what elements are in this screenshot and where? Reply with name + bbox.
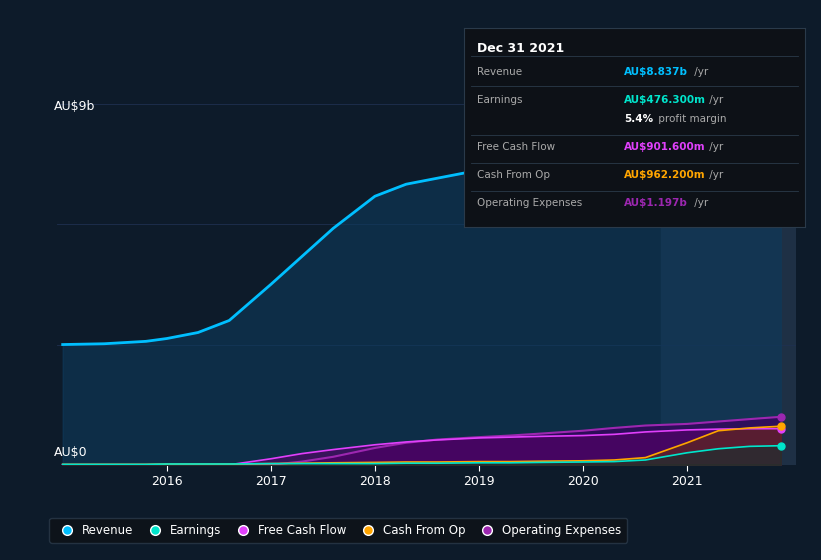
Text: /yr: /yr — [706, 142, 723, 152]
Text: /yr: /yr — [691, 198, 709, 208]
Text: Cash From Op: Cash From Op — [478, 170, 551, 180]
Legend: Revenue, Earnings, Free Cash Flow, Cash From Op, Operating Expenses: Revenue, Earnings, Free Cash Flow, Cash … — [49, 518, 627, 543]
Text: AU$9b: AU$9b — [54, 100, 96, 113]
Text: AU$1.197b: AU$1.197b — [624, 198, 688, 208]
Text: /yr: /yr — [691, 67, 709, 77]
Text: Revenue: Revenue — [478, 67, 523, 77]
Text: Dec 31 2021: Dec 31 2021 — [478, 42, 565, 55]
Text: /yr: /yr — [706, 95, 723, 105]
Text: Earnings: Earnings — [478, 95, 523, 105]
Text: AU$8.837b: AU$8.837b — [624, 67, 688, 77]
Text: /yr: /yr — [706, 170, 723, 180]
Text: 5.4%: 5.4% — [624, 114, 654, 124]
Text: AU$901.600m: AU$901.600m — [624, 142, 705, 152]
Text: Operating Expenses: Operating Expenses — [478, 198, 583, 208]
Text: AU$962.200m: AU$962.200m — [624, 170, 705, 180]
Text: AU$476.300m: AU$476.300m — [624, 95, 706, 105]
Text: Free Cash Flow: Free Cash Flow — [478, 142, 556, 152]
Text: profit margin: profit margin — [654, 114, 726, 124]
Bar — [661, 84, 796, 465]
Text: AU$0: AU$0 — [54, 446, 88, 459]
